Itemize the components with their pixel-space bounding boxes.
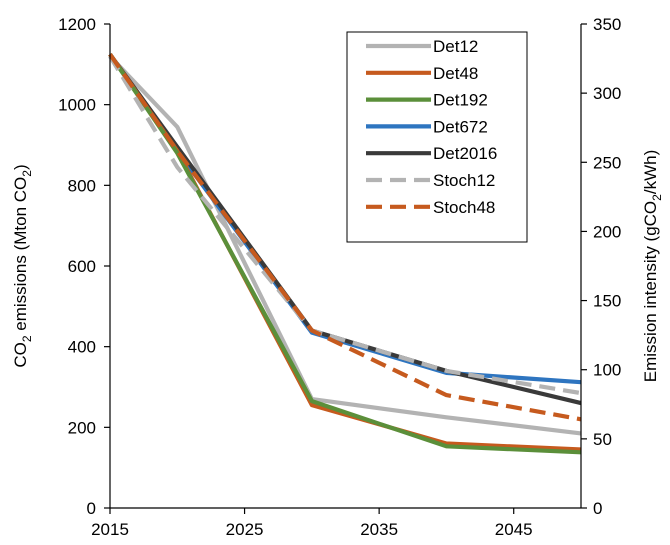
left-tick-label: 200 — [68, 418, 96, 437]
right-tick-label: 350 — [593, 15, 621, 34]
right-tick-label: 250 — [593, 153, 621, 172]
legend: Det12 Det48 Det192 Det672 Det2016 Stoch12 Stoc… — [346, 31, 528, 243]
left-tick-label: 400 — [68, 338, 96, 357]
x-tick-label: 2035 — [360, 520, 398, 539]
left-y-axis-title: CO2 emissions (Mton CO2) — [11, 164, 34, 367]
left-y-ticks: 0 200 400 600 800 1000 1200 — [58, 15, 110, 518]
x-tick-label: 2015 — [91, 520, 129, 539]
series-lines — [108, 53, 582, 455]
right-y-axis-title: Emission intensity (gCO2/kWh) — [641, 150, 664, 382]
legend-label-det192: Det192 — [433, 91, 488, 110]
legend-label-det2016: Det2016 — [433, 144, 497, 163]
legend-label-det12: Det12 — [433, 37, 478, 56]
left-tick-label: 800 — [68, 176, 96, 195]
right-y-ticks: 0 50 100 150 200 250 300 350 — [581, 15, 621, 518]
right-tick-label: 150 — [593, 292, 621, 311]
legend-label-stoch48: Stoch48 — [433, 198, 495, 217]
left-tick-label: 0 — [87, 499, 96, 518]
x-tick-label: 2025 — [226, 520, 264, 539]
x-ticks: 2015 2025 2035 2045 — [91, 508, 533, 539]
legend-label-det672: Det672 — [433, 117, 488, 136]
x-tick-label: 2045 — [495, 520, 533, 539]
legend-label-det48: Det48 — [433, 64, 478, 83]
series-line-stoch48 — [108, 53, 582, 422]
left-tick-label: 600 — [68, 257, 96, 276]
right-tick-label: 100 — [593, 361, 621, 380]
right-tick-label: 0 — [593, 499, 602, 518]
left-tick-label: 1200 — [58, 15, 96, 34]
right-tick-label: 50 — [593, 430, 612, 449]
left-tick-label: 1000 — [58, 96, 96, 115]
right-tick-label: 200 — [593, 222, 621, 241]
legend-label-stoch12: Stoch12 — [433, 171, 495, 190]
right-tick-label: 300 — [593, 84, 621, 103]
